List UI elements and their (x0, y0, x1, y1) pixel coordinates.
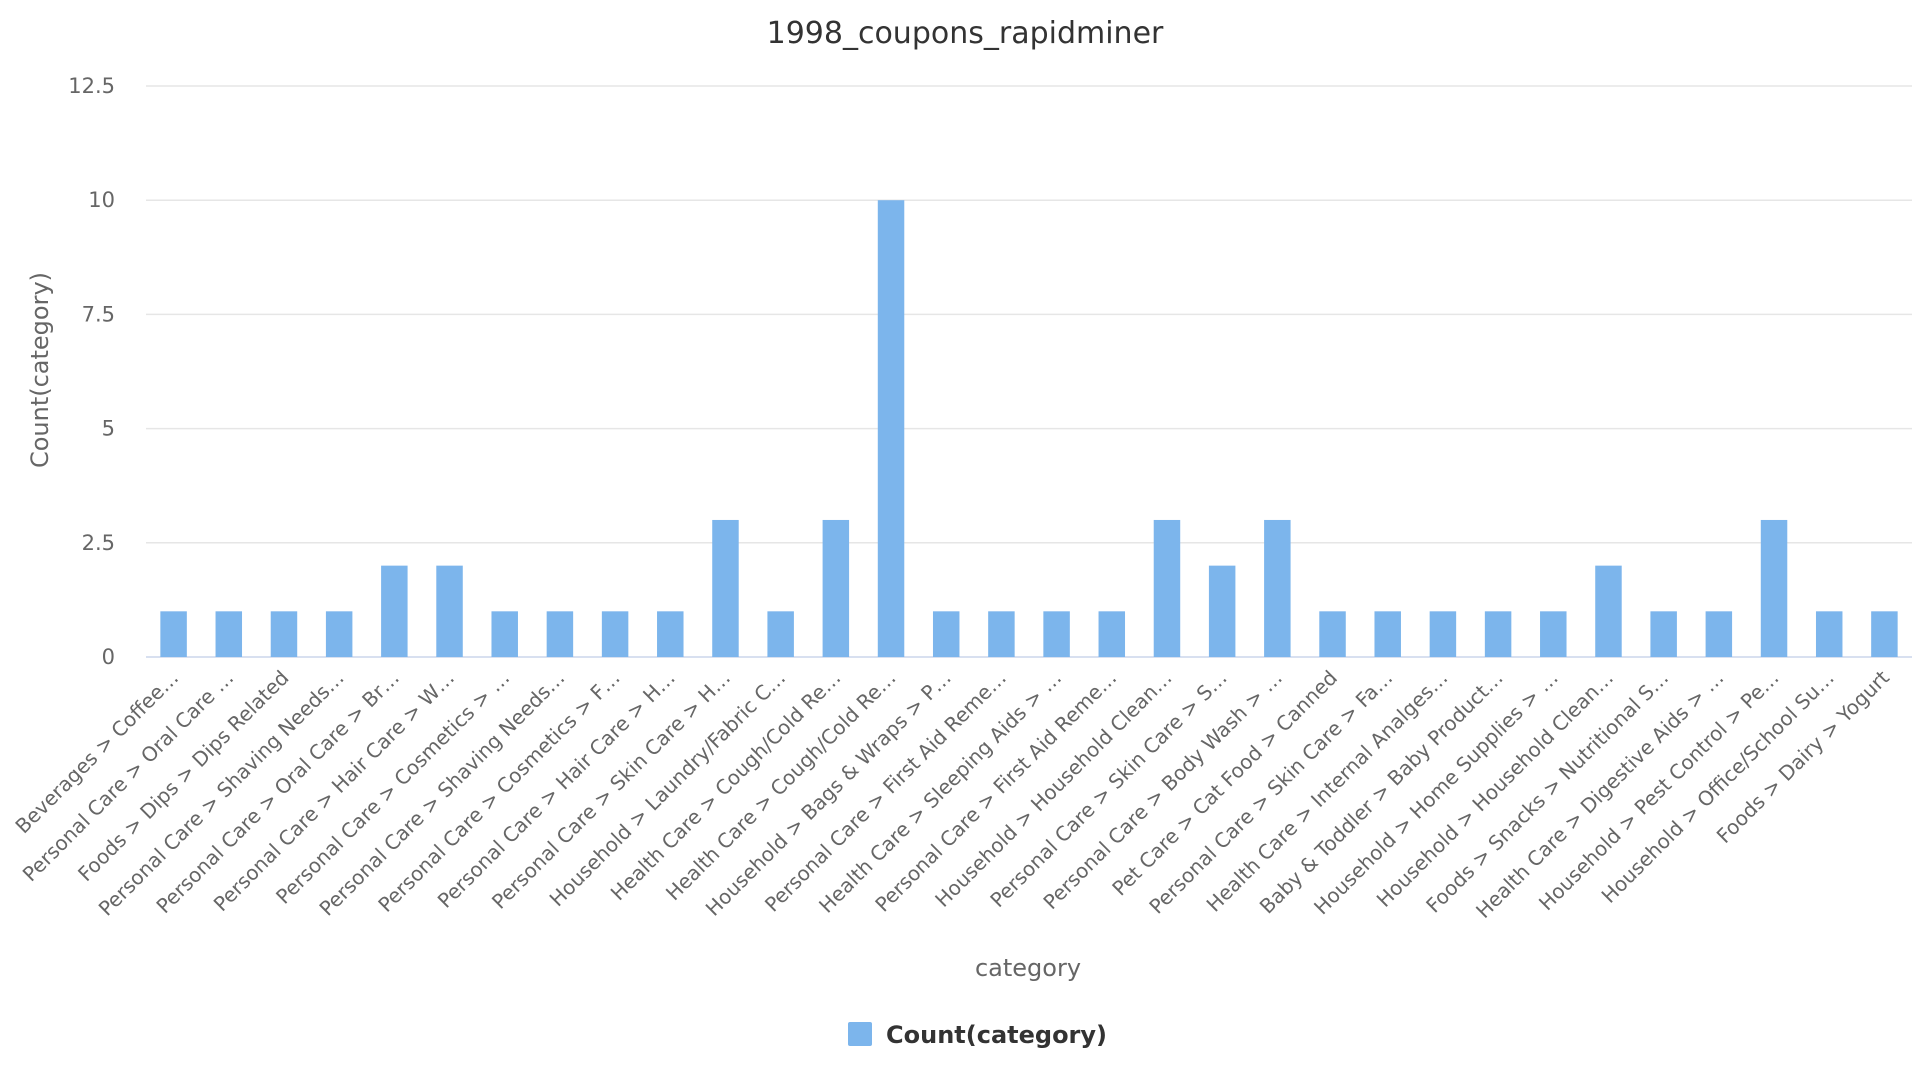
bar[interactable] (1264, 519, 1291, 657)
bar[interactable] (822, 519, 850, 657)
y-axis-ticks: 0 2.5 5 7.5 10 12.5 (68, 74, 115, 669)
x-axis-title: category (975, 954, 1081, 982)
bar[interactable] (767, 611, 794, 657)
bar[interactable] (1540, 611, 1567, 657)
bar[interactable] (1098, 611, 1126, 657)
y-tick-label: 12.5 (68, 74, 115, 98)
legend-swatch[interactable] (848, 1022, 872, 1046)
bar[interactable] (932, 611, 960, 657)
bar[interactable] (1153, 519, 1181, 657)
bar[interactable] (325, 611, 353, 657)
bar[interactable] (1484, 611, 1512, 657)
bars (160, 200, 1898, 657)
y-axis-title: Count(category) (26, 272, 54, 468)
y-tick-label: 5 (102, 417, 115, 441)
y-tick-label: 0 (102, 645, 115, 669)
y-tick-label: 10 (88, 188, 115, 212)
bar[interactable] (601, 611, 629, 657)
bar[interactable] (988, 611, 1015, 657)
bar[interactable] (877, 200, 905, 657)
bar[interactable] (1650, 611, 1677, 657)
bar[interactable] (657, 611, 684, 657)
legend[interactable]: Count(category) (848, 1021, 1107, 1049)
y-tick-label: 7.5 (82, 302, 115, 326)
bar[interactable] (546, 611, 574, 657)
gridlines (146, 85, 1912, 658)
bar[interactable] (1705, 611, 1733, 657)
bar[interactable] (1871, 611, 1898, 657)
y-tick-label: 2.5 (82, 531, 115, 555)
bar[interactable] (1374, 611, 1401, 657)
bar[interactable] (1319, 611, 1346, 657)
bar[interactable] (712, 519, 739, 657)
bar[interactable] (436, 565, 463, 657)
bar[interactable] (215, 611, 243, 657)
bar[interactable] (160, 611, 187, 657)
bar[interactable] (270, 611, 298, 657)
bar[interactable] (381, 565, 408, 657)
legend-item-count-category[interactable]: Count(category) (886, 1021, 1107, 1049)
bar[interactable] (1595, 565, 1622, 657)
bar[interactable] (1815, 611, 1843, 657)
bar[interactable] (491, 611, 518, 657)
bar[interactable] (1043, 611, 1070, 657)
bar[interactable] (1760, 519, 1788, 657)
bar[interactable] (1429, 611, 1457, 657)
x-axis-ticks: Beverages > Coffee…Personal Care > Oral … (10, 665, 1894, 922)
bar[interactable] (1208, 565, 1236, 657)
chart-title: 1998_coupons_rapidminer (767, 16, 1164, 51)
